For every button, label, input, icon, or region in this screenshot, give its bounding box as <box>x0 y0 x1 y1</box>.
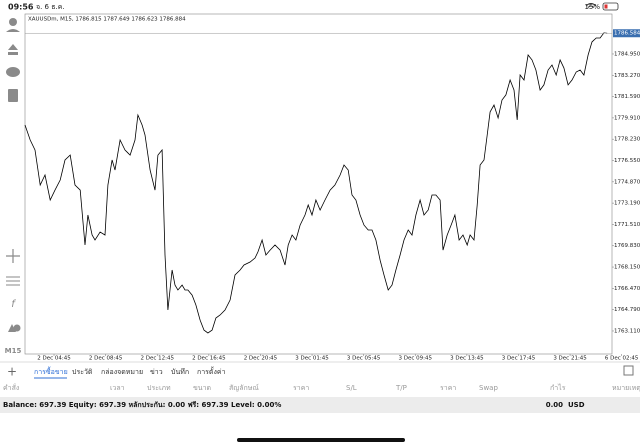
y-tick-label: 1779.910 <box>614 115 640 121</box>
y-tick-label: 1778.230 <box>614 137 640 143</box>
column-header: Swap <box>479 384 498 392</box>
x-tick-label: 3 Dec 09:45 <box>399 356 433 362</box>
current-price-label: 1786.584 <box>614 31 640 37</box>
x-tick-label: 2 Dec 04:45 <box>37 356 71 362</box>
tab[interactable]: บันทึก <box>171 367 189 376</box>
indicator-icon[interactable]: f <box>11 299 16 310</box>
tab[interactable]: การตั้งค่า <box>197 365 226 376</box>
column-header: สัญลักษณ์ <box>229 384 259 392</box>
column-header: ขนาด <box>193 384 211 392</box>
current-price-box <box>613 29 640 38</box>
price-line <box>24 32 608 334</box>
x-tick-label: 2 Dec 20:45 <box>244 356 278 362</box>
y-tick-label: 1781.590 <box>614 94 640 100</box>
account-icon[interactable] <box>9 18 17 26</box>
crosshair-icon[interactable] <box>6 249 20 263</box>
column-header: ราคา <box>293 384 309 392</box>
y-tick-label: 1764.790 <box>614 307 640 313</box>
x-tick-label: 3 Dec 01:45 <box>295 356 329 362</box>
chat-icon[interactable] <box>6 67 20 77</box>
y-tick-label: 1776.550 <box>614 158 640 164</box>
status-date: จ. 6 ธ.ค. <box>36 3 65 11</box>
y-tick-label: 1766.470 <box>614 286 640 292</box>
x-tick-label: 2 Dec 12:45 <box>140 356 174 362</box>
status-battery: 15% <box>584 3 600 11</box>
tabs: การซื้อขาย ประวัติ กล่องจดหมาย ข่าว บันทึก กา… <box>34 365 226 379</box>
table-header: คำสั่ง เวลา ประเภท ขนาด สัญลักษณ์ ราคา S/L T/P ร… <box>3 383 640 392</box>
account-icon-body <box>6 29 20 32</box>
objects-icon[interactable] <box>8 324 16 332</box>
home-indicator <box>237 438 405 442</box>
column-header: ราคา <box>440 384 456 392</box>
x-tick-label: 2 Dec 16:45 <box>192 356 226 362</box>
battery-icon <box>602 2 619 11</box>
add-button[interactable]: + <box>7 365 17 379</box>
y-tick-label: 1783.270 <box>614 73 640 79</box>
document-icon[interactable] <box>8 89 18 102</box>
sidebar: f M15 <box>5 18 22 355</box>
account-bar <box>0 397 640 413</box>
column-header: กำไร <box>550 383 566 392</box>
account-profit: 0.00 <box>546 401 563 409</box>
tab[interactable]: ประวัติ <box>72 368 93 376</box>
account-currency: USD <box>568 401 585 409</box>
x-tick-label: 3 Dec 21:45 <box>553 356 587 362</box>
y-tick-label: 1763.110 <box>614 328 640 334</box>
tab[interactable]: การซื้อขาย <box>34 365 68 376</box>
x-tick-label: 3 Dec 17:45 <box>502 356 536 362</box>
trade-icon[interactable] <box>8 44 18 55</box>
plot: 1784.950 1783.270 1781.590 1779.910 1778.230… <box>24 29 640 362</box>
timeframe[interactable]: M15 <box>5 347 22 355</box>
tab[interactable]: กล่องจดหมาย <box>101 368 143 376</box>
objects-icon-circle <box>13 324 21 332</box>
lines-icon[interactable] <box>6 276 20 286</box>
chart-title: XAUUSDm, M15, 1786.815 1787.649 1786.623… <box>28 17 186 23</box>
x-tick-label: 2 Dec 08:45 <box>89 356 123 362</box>
wifi-icon <box>585 3 597 8</box>
y-tick-label: 1774.870 <box>614 179 640 185</box>
x-tick-label: 3 Dec 05:45 <box>347 356 381 362</box>
panel-icon[interactable] <box>623 365 634 376</box>
column-header: T/P <box>395 384 407 392</box>
status-time: 09:56 <box>8 3 34 12</box>
account-summary: Balance: 697.39 Equity: 697.39 หลักประกั… <box>3 401 281 409</box>
column-header: คำสั่ง <box>3 383 19 392</box>
y-tick-label: 1768.150 <box>614 265 640 271</box>
column-header: ประเภท <box>147 384 171 392</box>
battery-level <box>604 4 608 9</box>
x-tick-label: 6 Dec 02:45 <box>605 356 639 362</box>
y-tick-label: 1784.950 <box>614 51 640 57</box>
tab[interactable]: ข่าว <box>150 368 163 376</box>
chart-frame <box>24 13 613 355</box>
x-tick-label: 3 Dec 13:45 <box>450 356 484 362</box>
column-header: เวลา <box>110 384 125 392</box>
y-tick-label: 1773.190 <box>614 201 640 207</box>
column-header: หมายเหตุ <box>612 384 640 392</box>
y-tick-label: 1771.510 <box>614 222 640 228</box>
y-tick-label: 1769.830 <box>614 243 640 249</box>
column-header: S/L <box>346 384 357 392</box>
